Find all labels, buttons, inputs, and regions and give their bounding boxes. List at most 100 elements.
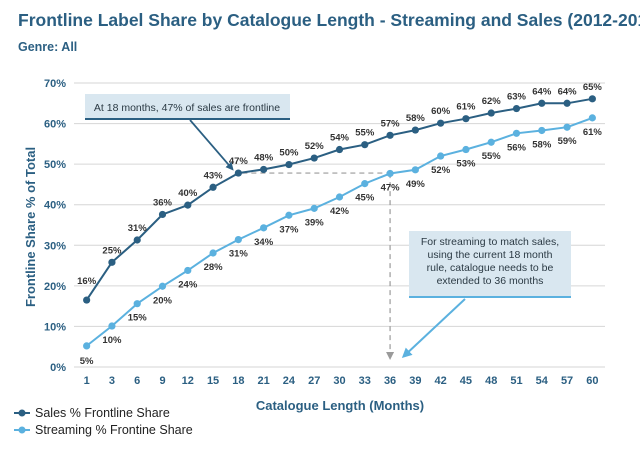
data-point	[411, 166, 419, 174]
data-point	[133, 300, 141, 308]
data-point	[411, 126, 419, 134]
data-label: 55%	[355, 128, 375, 139]
legend-label-sales: Sales % Frontline Share	[35, 406, 170, 420]
data-label: 52%	[305, 141, 325, 152]
x-tick-label: 1	[84, 375, 90, 387]
data-point	[184, 266, 192, 275]
data-label: 43%	[204, 170, 224, 181]
guide-lines	[242, 172, 395, 360]
x-tick-label: 24	[283, 375, 296, 387]
data-label: 62%	[482, 96, 502, 107]
annotation-box	[409, 231, 571, 297]
data-label: 50%	[279, 148, 299, 159]
gridlines	[74, 82, 605, 368]
data-label: 39%	[305, 217, 325, 228]
x-tick-label: 6	[134, 375, 140, 387]
annotations-layer: At 18 months, 47% of sales are frontline…	[85, 94, 571, 359]
data-point	[588, 95, 596, 103]
data-label: 60%	[431, 106, 451, 117]
data-label: 42%	[330, 206, 350, 217]
data-point	[158, 210, 167, 219]
data-point	[361, 180, 369, 188]
y-tick-label: 30%	[44, 240, 66, 252]
data-point	[437, 119, 445, 127]
y-tick-label: 70%	[44, 78, 66, 90]
data-label: 58%	[532, 139, 552, 150]
legend-item-sales: Sales % Frontline Share	[14, 406, 170, 420]
data-point	[260, 165, 268, 174]
y-tick-label: 20%	[44, 281, 66, 293]
data-point	[386, 131, 394, 139]
x-axis-ticks: 1 3 6 9 12 15 18 21 24 27 30 33 36 39 42 45 48 51 54 57 60	[84, 375, 599, 387]
y-tick-label: 10%	[44, 321, 66, 333]
data-label: 31%	[128, 223, 148, 234]
data-point	[158, 282, 167, 290]
data-label: 40%	[178, 188, 198, 199]
data-point	[335, 145, 344, 154]
data-point	[487, 109, 495, 117]
y-tick-label: 40%	[44, 200, 66, 212]
data-label: 55%	[482, 151, 502, 162]
x-tick-label: 51	[510, 375, 522, 387]
data-point	[538, 126, 546, 135]
x-tick-label: 30	[333, 375, 345, 387]
data-label: 56%	[507, 142, 527, 153]
data-point	[437, 152, 445, 160]
data-point	[108, 258, 116, 266]
data-point	[108, 322, 116, 330]
annotation-text-line: rule, catalogue needs to be	[427, 262, 554, 274]
data-label: 48%	[254, 152, 274, 163]
data-point	[512, 104, 521, 113]
data-point	[386, 169, 394, 178]
data-label: 45%	[355, 193, 375, 204]
x-tick-label: 54	[536, 375, 549, 387]
data-label: 53%	[456, 159, 476, 170]
annotation-streaming-callout: For streaming to match sales,using the c…	[401, 231, 571, 359]
annotation-text: At 18 months, 47% of sales are frontline	[94, 102, 280, 114]
annotation-box	[85, 94, 290, 119]
data-label: 61%	[583, 127, 603, 138]
x-tick-label: 18	[232, 375, 244, 387]
chart-subtitle: Genre: All	[18, 40, 77, 54]
legend-swatch-sales-dot	[18, 409, 26, 417]
data-label: 24%	[178, 279, 198, 290]
data-label: 54%	[330, 133, 350, 144]
data-point	[285, 211, 293, 219]
data-label: 5%	[80, 356, 94, 367]
annotation-text-line: extended to 36 months	[437, 275, 544, 287]
data-point	[234, 236, 242, 244]
data-label: 49%	[406, 179, 426, 190]
y-axis-label: Frontline Share % of Total	[23, 147, 38, 307]
data-point	[462, 145, 470, 154]
data-point	[285, 160, 293, 169]
annotation-arrow	[401, 298, 466, 359]
data-label: 63%	[507, 92, 527, 103]
legend: Sales % Frontline Share Streaming % Fron…	[14, 406, 193, 437]
data-point	[563, 123, 571, 131]
x-tick-label: 45	[460, 375, 472, 387]
data-label: 59%	[558, 136, 578, 147]
data-point	[133, 236, 141, 244]
data-point	[260, 224, 268, 232]
data-point	[209, 183, 217, 191]
data-point	[310, 154, 318, 162]
x-tick-label: 27	[308, 375, 320, 387]
data-label: 64%	[532, 86, 552, 97]
data-label: 15%	[128, 313, 148, 324]
x-tick-label: 12	[182, 375, 194, 387]
data-label: 52%	[431, 165, 451, 176]
x-axis-label: Catalogue Length (Months)	[256, 398, 424, 413]
data-label: 58%	[406, 113, 426, 124]
data-point	[83, 342, 91, 350]
x-tick-label: 60	[586, 375, 598, 387]
series-sales: 16% 25% 31% 36% 40% 43% 47% 48% 50% 52% 54% 55% 57% 5…	[77, 82, 602, 304]
data-label: 34%	[254, 237, 274, 248]
data-point	[234, 169, 242, 177]
annotation-text-line: using the current 18 month	[428, 249, 553, 261]
data-point	[563, 99, 571, 107]
data-label: 47%	[381, 182, 401, 193]
data-label: 36%	[153, 197, 173, 208]
legend-item-streaming: Streaming % Frontine Share	[14, 423, 193, 437]
series-streaming: 5% 10% 15% 20% 24% 28% 31% 34% 37% 39% 42% 45% 47% 49…	[80, 114, 603, 367]
